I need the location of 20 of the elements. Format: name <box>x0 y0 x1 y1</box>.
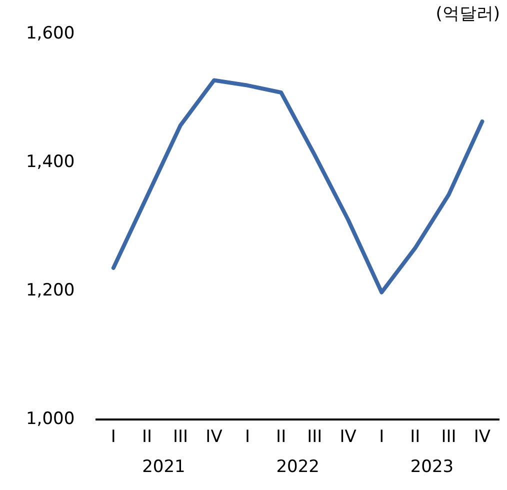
text: 2023 <box>410 457 454 478</box>
x-tick-label: IV <box>474 427 491 448</box>
x-tick-label: III <box>441 427 456 448</box>
x-tick-label: II <box>142 427 152 448</box>
x-tick-label: IV <box>340 427 357 448</box>
y-tick-label: 1,600 <box>26 23 75 44</box>
y-tick-label: 1,400 <box>26 152 75 172</box>
x-tick-label: II <box>276 427 286 448</box>
x-tick-label: IV <box>206 427 223 448</box>
y-axis-title: (억달러) <box>436 4 500 24</box>
text: 2021 <box>142 457 186 478</box>
text: 2022 <box>276 457 320 478</box>
x-tick-label: I <box>245 427 250 448</box>
x-tick-label: II <box>410 427 420 448</box>
y-tick-label: 1,000 <box>26 409 75 430</box>
x-tick-label: I <box>379 427 384 448</box>
x-tick-label: III <box>172 427 188 448</box>
y-tick-label: 1,200 <box>26 280 75 300</box>
x-tick-label: I <box>110 427 116 448</box>
x-tick-label: III <box>307 427 322 448</box>
